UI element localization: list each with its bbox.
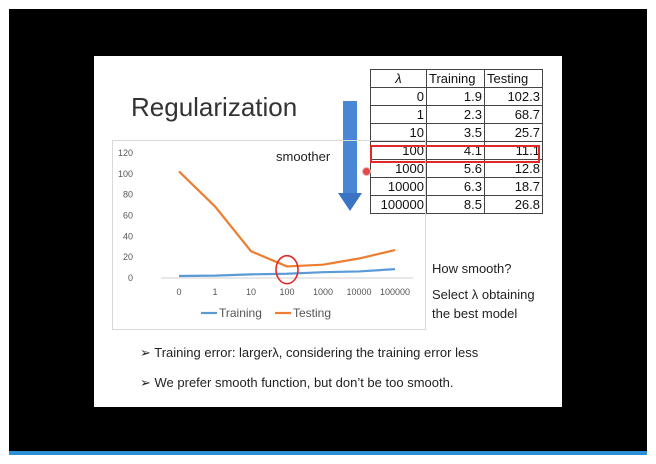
cell-testing: 18.7 <box>484 177 543 196</box>
cell-testing: 25.7 <box>484 123 543 142</box>
table-header-row: λ Training Testing <box>370 69 543 88</box>
bullet-smooth-function: ➢ We prefer smooth function, but don’t b… <box>140 375 454 390</box>
header-training: Training <box>426 69 485 88</box>
legend-label-training: Training <box>219 306 262 320</box>
cell-lambda: 10 <box>370 123 427 142</box>
cell-training: 2.3 <box>426 105 485 124</box>
x-tick-label: 0 <box>176 287 181 297</box>
header-testing: Testing <box>484 69 543 88</box>
table-row: 100000 8.5 26.8 <box>370 195 543 214</box>
chart-frame: 0 20 40 60 80 100 120 0 1 10 100 1000 10000 100000 Tra… <box>112 140 426 330</box>
lecture-slide: Regularization smoother λ Training Testi… <box>94 56 562 407</box>
x-tick-label: 1 <box>212 287 217 297</box>
cell-testing: 26.8 <box>484 195 543 214</box>
smoother-label: smoother <box>276 149 331 164</box>
y-tick-label: 100 <box>118 169 133 179</box>
cell-training: 6.3 <box>426 177 485 196</box>
slide-title: Regularization <box>131 92 298 122</box>
highlight-box <box>370 145 540 163</box>
y-tick-label: 60 <box>123 211 133 221</box>
cursor-dot <box>362 167 371 176</box>
x-tick-label: 1000 <box>313 287 333 297</box>
annotation-circle <box>275 254 299 285</box>
note-question: How smooth? <box>432 261 512 276</box>
header-lambda: λ <box>370 69 427 88</box>
bullet-training-error: ➢ Training error: largerλ, considering t… <box>140 345 479 360</box>
y-tick-label: 40 <box>123 231 133 241</box>
legend-label-testing: Testing <box>293 306 331 320</box>
lambda-table: λ Training Testing 0 1.9 102.3 1 2.3 68.7 10… <box>370 69 543 214</box>
x-tick-label: 100000 <box>380 287 410 297</box>
cell-testing: 68.7 <box>484 105 543 124</box>
x-tick-label: 10000 <box>346 287 371 297</box>
y-tick-label: 0 <box>128 273 133 283</box>
cell-lambda: 1000 <box>370 159 427 178</box>
cell-lambda: 100000 <box>370 195 427 214</box>
cell-lambda: 0 <box>370 87 427 106</box>
series-line-testing <box>178 170 396 268</box>
line-chart: 0 20 40 60 80 100 120 0 1 10 100 1000 10000 100000 Tra… <box>118 148 413 320</box>
cell-training: 5.6 <box>426 159 485 178</box>
y-tick-label: 80 <box>123 190 133 200</box>
cell-training: 3.5 <box>426 123 485 142</box>
table-row: 10 3.5 25.7 <box>370 123 543 142</box>
series-line-training <box>178 268 396 278</box>
y-tick-label: 120 <box>118 148 133 158</box>
table-row: 0 1.9 102.3 <box>370 87 543 106</box>
cell-lambda: 1 <box>370 105 427 124</box>
note-select: Select λ obtaining the best model <box>432 287 535 321</box>
cell-training: 1.9 <box>426 87 485 106</box>
cell-testing: 102.3 <box>484 87 543 106</box>
progress-bar[interactable] <box>9 451 647 455</box>
x-tick-label: 100 <box>279 287 294 297</box>
down-arrow-icon <box>338 101 362 211</box>
x-tick-label: 10 <box>246 287 256 297</box>
table-row: 1 2.3 68.7 <box>370 105 543 124</box>
cell-training: 8.5 <box>426 195 485 214</box>
y-tick-label: 20 <box>123 252 133 262</box>
table-row: 10000 6.3 18.7 <box>370 177 543 196</box>
